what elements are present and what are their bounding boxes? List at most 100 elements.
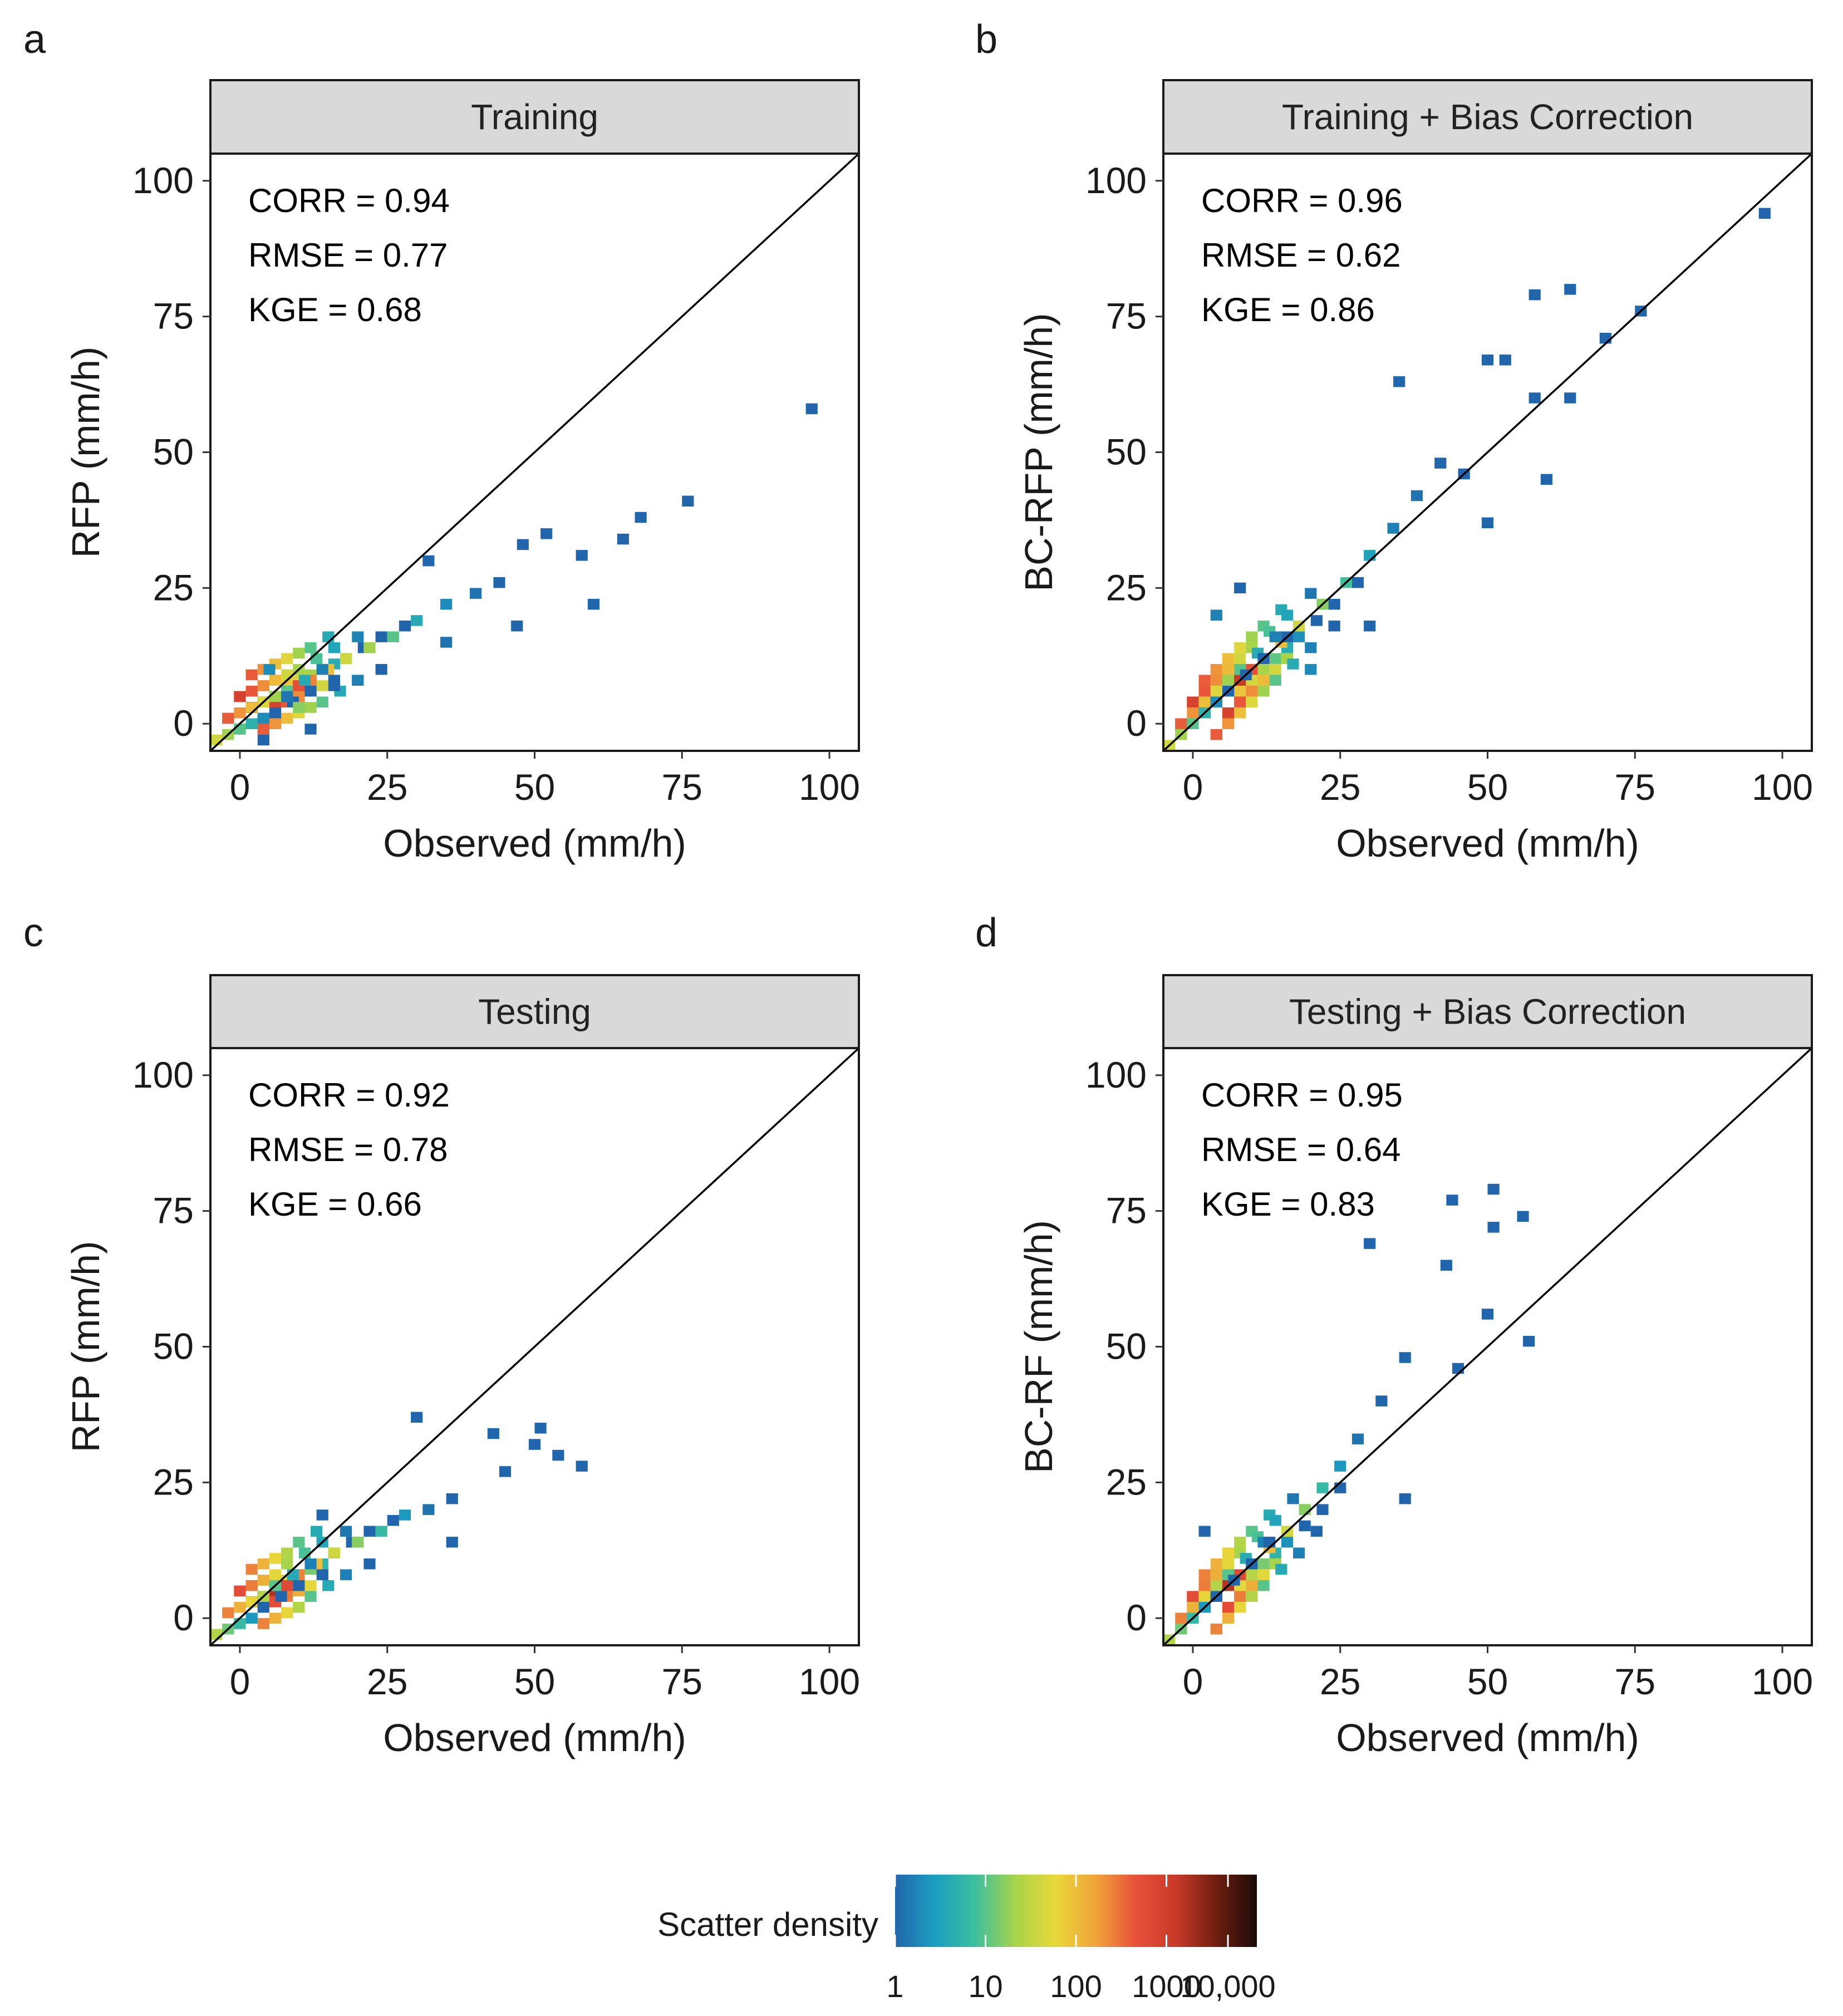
y-tick-label: 100	[1085, 160, 1147, 201]
density-cell	[322, 1580, 335, 1591]
density-cell	[682, 495, 694, 507]
density-cell	[1410, 490, 1423, 501]
density-cell	[352, 631, 364, 642]
density-cell	[805, 403, 818, 415]
density-cell	[411, 1412, 423, 1423]
density-cell	[1222, 663, 1235, 675]
density-cell	[269, 691, 282, 702]
density-cell	[422, 555, 435, 567]
density-cell	[311, 1526, 323, 1537]
density-cell	[1287, 1493, 1299, 1504]
one-to-one-line	[209, 153, 860, 752]
density-cell	[304, 702, 317, 713]
density-cell	[1487, 1222, 1500, 1233]
density-cell	[1198, 685, 1211, 697]
stat-annotation: RMSE = 0.64	[1201, 1131, 1401, 1168]
density-cell	[1198, 1526, 1211, 1537]
density-cell	[281, 653, 293, 664]
panel-letter: c	[23, 911, 43, 955]
density-cell	[422, 1504, 435, 1515]
density-cell	[245, 1580, 258, 1591]
density-cell	[210, 1629, 223, 1640]
density-cell	[1210, 685, 1222, 697]
density-cell	[1210, 1569, 1222, 1580]
density-cell	[245, 1612, 258, 1624]
density-cell	[1499, 354, 1511, 366]
density-cell	[210, 734, 223, 746]
density-cell	[1198, 1569, 1211, 1580]
stat-annotation: CORR = 0.92	[248, 1076, 450, 1114]
density-cell	[1351, 577, 1364, 588]
density-cell	[328, 1547, 340, 1558]
density-cell	[1540, 474, 1552, 485]
stat-annotation: CORR = 0.94	[248, 182, 450, 219]
y-tick-label: 100	[1085, 1054, 1147, 1095]
density-cell	[1257, 1569, 1270, 1580]
x-tick-label: 100	[1752, 1661, 1813, 1702]
density-cell	[1440, 1260, 1452, 1271]
density-cell	[1564, 392, 1576, 404]
density-cell	[245, 669, 258, 681]
density-cell	[340, 653, 352, 664]
x-axis-title: Observed (mm/h)	[1336, 1716, 1639, 1759]
density-cell	[1198, 696, 1211, 707]
density-cell	[269, 707, 282, 719]
panel-letter: d	[975, 911, 997, 955]
density-cell	[304, 642, 317, 653]
density-cell	[304, 685, 317, 697]
density-cell	[328, 642, 340, 653]
density-cell	[245, 1563, 258, 1575]
density-cell	[234, 1618, 246, 1629]
legend-tick-label: 10	[968, 1969, 1002, 2004]
density-cell	[1187, 1601, 1199, 1613]
density-cell	[387, 1515, 399, 1526]
x-tick-label: 50	[1467, 766, 1508, 808]
density-cell	[316, 696, 328, 707]
x-axis-title: Observed (mm/h)	[1336, 822, 1639, 865]
panel-title: Testing + Bias Correction	[1289, 992, 1686, 1032]
density-cell	[1269, 675, 1281, 686]
density-cell	[269, 718, 282, 729]
density-cell	[263, 663, 276, 675]
y-tick-label: 0	[1126, 1597, 1147, 1638]
density-cell	[1305, 642, 1317, 653]
density-cell	[1234, 1591, 1246, 1602]
one-to-one-line	[1162, 1047, 1813, 1646]
y-tick-label: 25	[153, 1461, 194, 1502]
density-cell	[1452, 1363, 1464, 1374]
density-cell	[1187, 696, 1199, 707]
density-cell	[399, 620, 411, 632]
y-tick-label: 0	[173, 702, 194, 744]
density-cell	[1234, 642, 1246, 653]
density-cell	[1210, 729, 1222, 740]
stat-annotation: RMSE = 0.78	[248, 1131, 448, 1168]
density-cell	[281, 1580, 293, 1591]
density-cell	[511, 620, 523, 632]
density-cell	[352, 1536, 364, 1548]
density-cell	[1305, 663, 1317, 675]
y-axis-title: RFP (mm/h)	[64, 347, 107, 558]
stat-annotation: KGE = 0.86	[1201, 291, 1375, 328]
density-cell	[281, 712, 293, 724]
density-cell	[222, 1607, 234, 1619]
y-tick-label: 75	[153, 1190, 194, 1231]
density-cell	[340, 1569, 352, 1580]
x-tick-label: 100	[799, 766, 860, 808]
density-cell	[1210, 1558, 1222, 1570]
density-cell	[446, 1493, 458, 1504]
density-cell	[1269, 631, 1281, 642]
density-cell	[1316, 1482, 1329, 1493]
density-cell	[293, 1580, 305, 1591]
density-cell	[1222, 718, 1235, 729]
density-cell	[1175, 1612, 1187, 1624]
panel-letter: b	[975, 17, 997, 62]
one-to-one-line	[209, 1047, 860, 1646]
density-cell	[1269, 653, 1281, 664]
density-cell	[1222, 1558, 1235, 1570]
density-cell	[1275, 1563, 1287, 1575]
stat-annotation: KGE = 0.68	[248, 291, 422, 328]
density-cell	[587, 598, 599, 610]
density-cell	[1234, 696, 1246, 707]
panel-title: Training + Bias Correction	[1282, 97, 1693, 137]
stat-annotation: CORR = 0.95	[1201, 1076, 1403, 1114]
